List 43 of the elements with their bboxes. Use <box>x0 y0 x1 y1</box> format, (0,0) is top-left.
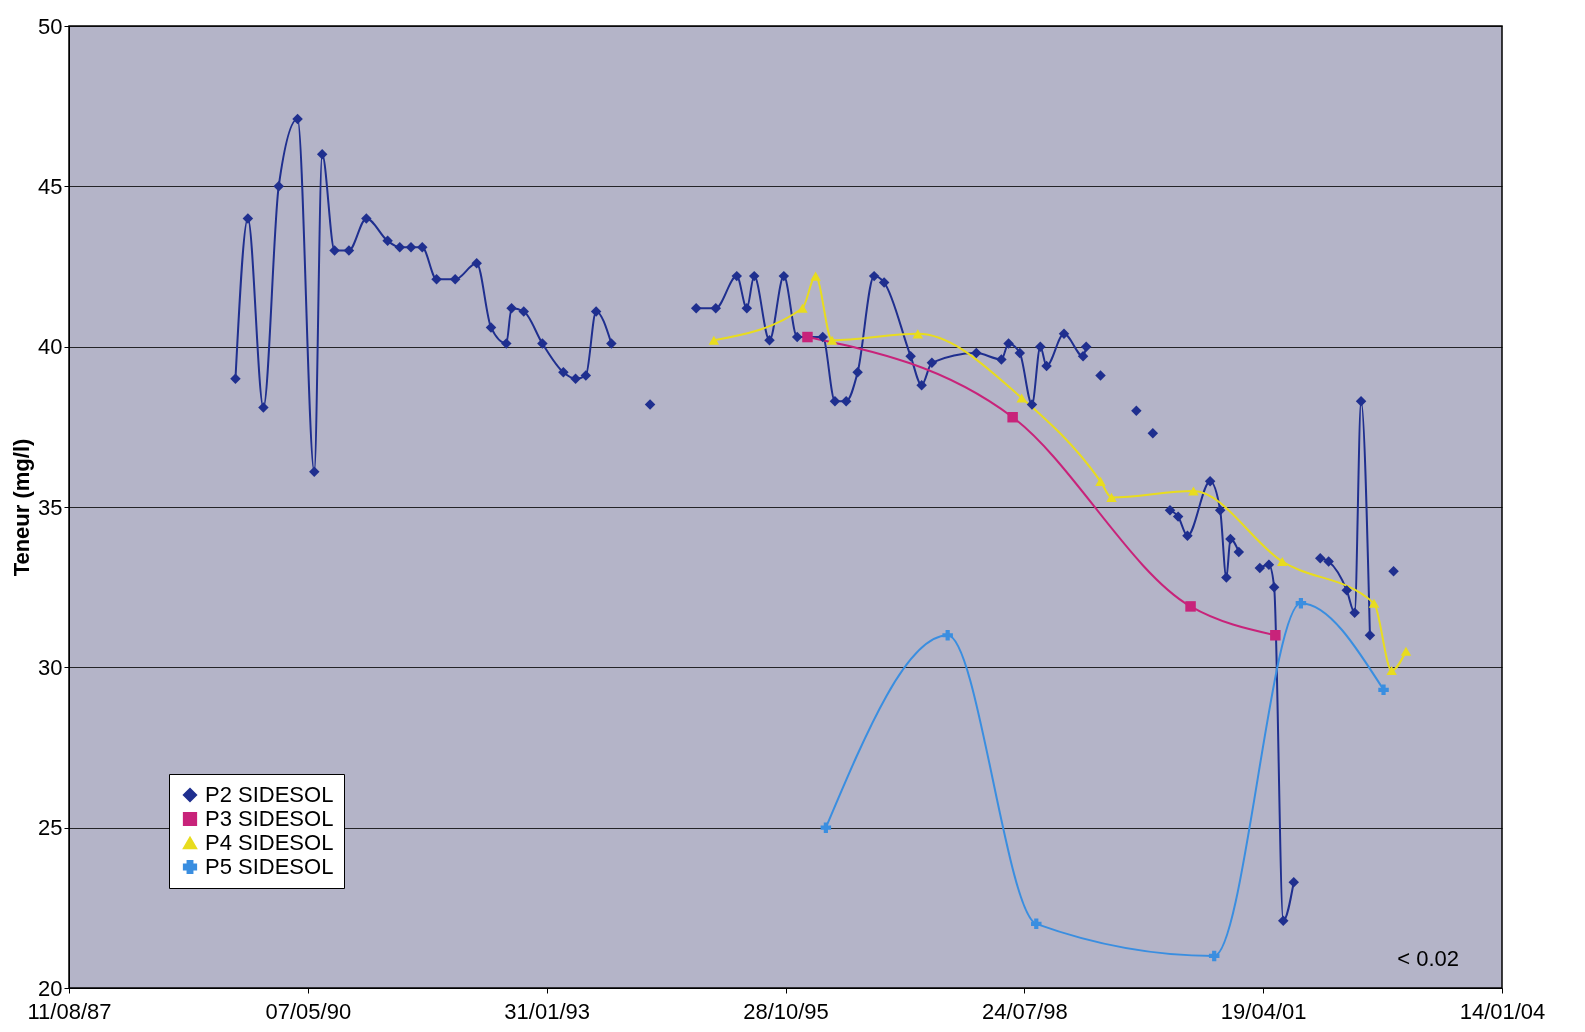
y-axis-title: Teneur (mg/l) <box>9 438 35 577</box>
point <box>1386 666 1397 676</box>
point <box>1270 630 1281 641</box>
y-tick-label: 50 <box>38 13 63 39</box>
legend-label: P2 SIDESOL <box>205 782 334 807</box>
x-tick-label: 24/07/98 <box>982 998 1068 1024</box>
point <box>1007 411 1018 423</box>
x-tick-label: 11/08/87 <box>27 998 112 1024</box>
x-tick-label: 07/05/90 <box>265 998 352 1024</box>
x-tick-label: 14/01/04 <box>1459 998 1546 1024</box>
point <box>1208 950 1220 962</box>
point <box>797 303 808 313</box>
point <box>942 630 953 641</box>
legend-label: P3 SIDESOL <box>205 806 334 831</box>
x-tick-label: 28/10/95 <box>743 998 829 1024</box>
y-tick-label: 35 <box>38 494 63 520</box>
point <box>1188 486 1199 496</box>
annotation: < 0.02 <box>1397 946 1459 971</box>
y-tick-label: 25 <box>38 815 63 841</box>
point <box>1016 393 1027 403</box>
legend-label: P4 SIDESOL <box>205 830 334 855</box>
point <box>1031 918 1042 930</box>
point <box>1106 492 1117 502</box>
point <box>820 822 832 833</box>
point <box>1368 598 1380 608</box>
point <box>1185 601 1196 612</box>
x-tick-label: 19/04/01 <box>1220 998 1307 1024</box>
point <box>802 331 813 343</box>
y-tick-label: 40 <box>38 334 63 360</box>
point <box>1400 646 1412 656</box>
point <box>1095 476 1106 486</box>
point <box>810 271 821 281</box>
point <box>912 329 924 339</box>
point <box>1295 597 1307 609</box>
point <box>1277 556 1288 567</box>
y-tick-label: 45 <box>38 173 63 199</box>
point <box>1378 684 1389 696</box>
y-tick-label: 20 <box>38 975 63 1001</box>
x-tick-label: 31/01/93 <box>504 998 590 1024</box>
legend-label: P5 SIDESOL <box>205 854 334 879</box>
point <box>826 335 838 345</box>
point <box>708 335 720 345</box>
y-tick-label: 30 <box>38 654 63 680</box>
